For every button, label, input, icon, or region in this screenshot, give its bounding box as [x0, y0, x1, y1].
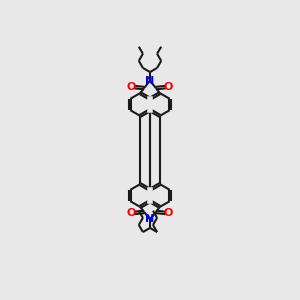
- Text: N: N: [146, 214, 154, 224]
- Text: O: O: [164, 82, 173, 92]
- Text: O: O: [164, 208, 173, 218]
- Text: N: N: [146, 76, 154, 85]
- Text: O: O: [127, 208, 136, 218]
- Text: O: O: [127, 82, 136, 92]
